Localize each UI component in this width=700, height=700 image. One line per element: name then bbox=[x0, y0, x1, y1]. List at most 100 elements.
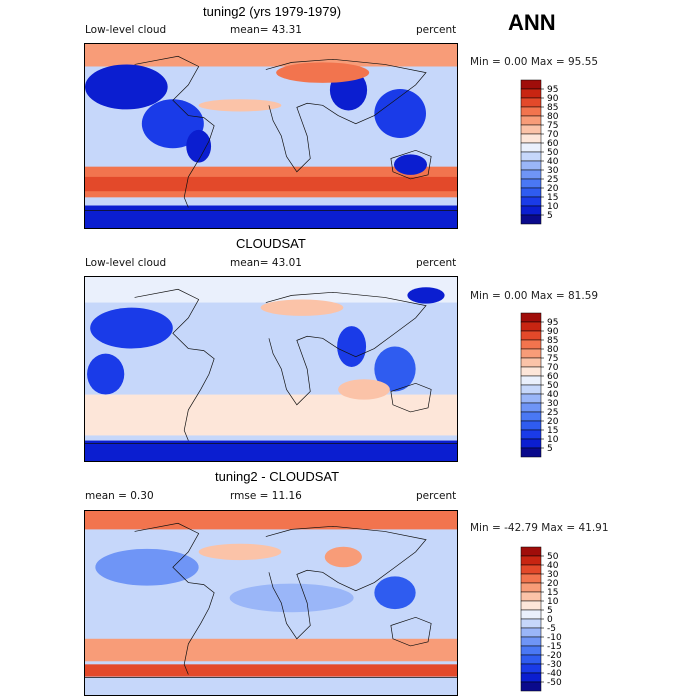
colorbar-tick-label: 30 bbox=[547, 166, 559, 176]
colorbar-tick-label: 0 bbox=[547, 615, 553, 625]
colorbar-tick-label: -30 bbox=[547, 660, 562, 670]
panel-1-map bbox=[84, 43, 458, 229]
panel-2-title: CLOUDSAT bbox=[236, 236, 306, 251]
colorbar-tick-label: 95 bbox=[547, 318, 558, 328]
colorbar-box bbox=[520, 672, 542, 683]
colorbar-tick-label: 85 bbox=[547, 336, 558, 346]
panel-1-variable-label: Low-level cloud bbox=[85, 24, 167, 36]
panel-3-units-label: percent bbox=[416, 490, 457, 502]
panel-2-variable-label: Low-level cloud bbox=[85, 257, 167, 269]
colorbar-tick-label: 50 bbox=[547, 148, 559, 158]
coastline bbox=[391, 150, 431, 179]
panel-1-units-label: percent bbox=[416, 24, 457, 36]
colorbar-box bbox=[520, 124, 542, 135]
colorbar-box bbox=[520, 312, 542, 323]
panel-2-minmax: Min = 0.00 Max = 81.59 bbox=[470, 290, 599, 302]
colorbar-tick-label: -15 bbox=[547, 642, 562, 652]
colorbar-tick-label: 70 bbox=[547, 130, 559, 140]
colorbar-tick-label: 95 bbox=[547, 85, 558, 95]
field-patch bbox=[198, 99, 282, 112]
field-patch bbox=[85, 664, 457, 677]
panel-3-mean-label: mean = 0.30 bbox=[85, 490, 154, 502]
panel-1-title: tuning2 (yrs 1979-1979) bbox=[203, 4, 342, 19]
colorbar-box bbox=[520, 384, 542, 395]
colorbar-tick-label: 20 bbox=[547, 417, 559, 427]
colorbar-tick-label: -5 bbox=[547, 624, 556, 634]
colorbar-tick-label: 10 bbox=[547, 202, 559, 212]
field-patch bbox=[85, 176, 457, 192]
colorbar-box bbox=[520, 133, 542, 144]
panel-3-rmse-label: rmse = 11.16 bbox=[230, 490, 302, 502]
coastline bbox=[391, 617, 431, 646]
field-patch bbox=[338, 379, 390, 400]
colorbar-box bbox=[520, 321, 542, 332]
colorbar-tick-label: 40 bbox=[547, 157, 559, 167]
colorbar-tick-label: 50 bbox=[547, 552, 559, 562]
field-patch bbox=[87, 353, 125, 395]
colorbar-box bbox=[520, 564, 542, 575]
field-patch bbox=[393, 154, 428, 175]
colorbar-box bbox=[520, 115, 542, 126]
season-label: ANN bbox=[508, 10, 556, 35]
colorbar-tick-label: 5 bbox=[547, 444, 553, 454]
colorbar-box bbox=[520, 573, 542, 584]
field-patch bbox=[95, 548, 199, 586]
colorbar-box bbox=[520, 196, 542, 207]
panel-3-minmax: Min = -42.79 Max = 41.91 bbox=[470, 522, 609, 534]
colorbar-box bbox=[520, 609, 542, 620]
coastline bbox=[266, 59, 426, 171]
colorbar-box bbox=[520, 88, 542, 99]
colorbar-tick-label: 15 bbox=[547, 426, 558, 436]
colorbar-box bbox=[520, 187, 542, 198]
field-patch bbox=[229, 583, 354, 613]
field-patch bbox=[407, 287, 445, 304]
colorbar-tick-label: 30 bbox=[547, 570, 559, 580]
colorbar-box bbox=[520, 636, 542, 647]
colorbar-box bbox=[520, 411, 542, 422]
colorbar-box bbox=[520, 618, 542, 629]
colorbar-tick-label: 10 bbox=[547, 435, 559, 445]
colorbar-tick-label: 60 bbox=[547, 372, 559, 382]
colorbar-box bbox=[520, 582, 542, 593]
colorbar-box bbox=[520, 178, 542, 189]
colorbar-box bbox=[520, 654, 542, 665]
field-patch bbox=[276, 62, 370, 83]
colorbar-box bbox=[520, 429, 542, 440]
colorbar-tick-label: 80 bbox=[547, 112, 559, 122]
colorbar-box bbox=[520, 438, 542, 449]
colorbar-tick-label: 85 bbox=[547, 103, 558, 113]
colorbar-box bbox=[520, 214, 542, 225]
colorbar-tick-label: 40 bbox=[547, 561, 559, 571]
colorbar-box bbox=[520, 591, 542, 602]
colorbar-box bbox=[520, 339, 542, 350]
field-patch bbox=[374, 346, 416, 392]
colorbar-box bbox=[520, 348, 542, 359]
colorbar-tick-label: -10 bbox=[547, 633, 562, 643]
field-patch bbox=[186, 129, 212, 163]
field-patch bbox=[85, 277, 457, 303]
colorbar-tick-label: 60 bbox=[547, 139, 559, 149]
colorbar-tick-label: 70 bbox=[547, 363, 559, 373]
colorbar-box bbox=[520, 546, 542, 557]
colorbar-tick-label: 20 bbox=[547, 184, 559, 194]
field-patch bbox=[337, 326, 367, 367]
panel-2-map bbox=[84, 276, 458, 462]
field-patch bbox=[260, 299, 344, 316]
colorbar-tick-label: 25 bbox=[547, 408, 558, 418]
colorbar-tick-label: 15 bbox=[547, 588, 558, 598]
colorbar-tick-label: 25 bbox=[547, 175, 558, 185]
panel-2-map-svg bbox=[85, 277, 457, 461]
colorbar-box bbox=[520, 169, 542, 180]
colorbar-tick-label: 80 bbox=[547, 345, 559, 355]
colorbar-tick-label: 75 bbox=[547, 121, 558, 131]
colorbar-box bbox=[520, 393, 542, 404]
colorbar-box bbox=[520, 106, 542, 117]
colorbar-tick-label: 30 bbox=[547, 399, 559, 409]
colorbar-tick-label: 15 bbox=[547, 193, 558, 203]
colorbar-tick-label: 10 bbox=[547, 597, 559, 607]
colorbar-box bbox=[520, 555, 542, 566]
colorbar-box bbox=[520, 151, 542, 162]
coastline bbox=[266, 526, 426, 638]
